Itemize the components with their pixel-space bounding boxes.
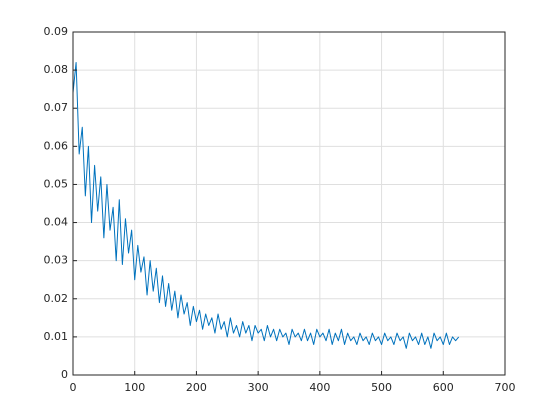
y-tick-label: 0.07 bbox=[44, 101, 69, 114]
y-tick-label: 0.09 bbox=[44, 25, 69, 38]
y-tick-label: 0.04 bbox=[44, 216, 69, 229]
y-tick-label: 0.06 bbox=[44, 139, 69, 152]
y-tick-label: 0.08 bbox=[44, 63, 69, 76]
label-layer: 0 0.01 0.02 0.03 0.04 0.05 0.06 0.07 0.08 0.09 0 10… bbox=[44, 25, 516, 394]
x-tick-label: 300 bbox=[248, 381, 269, 394]
x-tick-label: 700 bbox=[495, 381, 516, 394]
y-tick-label: 0 bbox=[61, 368, 68, 381]
x-tick-label: 600 bbox=[433, 381, 454, 394]
plot-layer bbox=[72, 61, 460, 349]
y-tick-label: 0.03 bbox=[44, 254, 69, 267]
x-tick-label: 0 bbox=[70, 381, 77, 394]
x-tick-label: 100 bbox=[124, 381, 145, 394]
y-tick-label: 0.05 bbox=[44, 177, 69, 190]
y-tick-label: 0.01 bbox=[44, 330, 69, 343]
x-tick-label: 200 bbox=[186, 381, 207, 394]
y-tick-label: 0.02 bbox=[44, 292, 69, 305]
axes-box bbox=[72, 31, 506, 376]
x-tick-label: 500 bbox=[371, 381, 392, 394]
x-tick-label: 400 bbox=[309, 381, 330, 394]
data-line bbox=[72, 61, 460, 349]
